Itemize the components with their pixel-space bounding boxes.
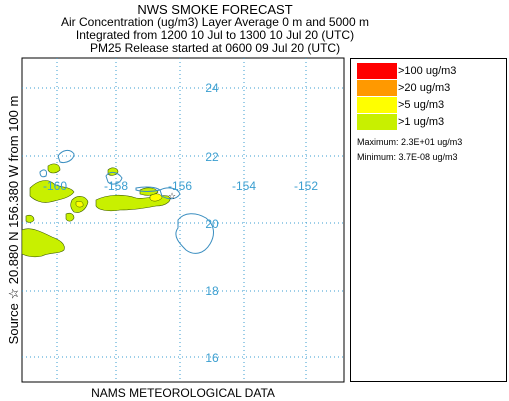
coast-oahu [105,171,123,185]
source-marker-star: ☆ [168,191,176,201]
smoke-area-oahu-south [65,212,75,222]
coast-big-island [175,213,214,254]
legend-row-100: >100 ug/m3 [357,63,456,79]
met-data-footer: NAMS METEOROLOGICAL DATA [91,386,275,400]
lat-label-24: 24 [205,81,219,95]
legend-label-100: >100 ug/m3 [398,65,457,77]
smoke-area-west-large [21,228,65,258]
map-title: NWS SMOKE FORECAST [137,2,293,17]
smoke-core-maui [149,193,163,202]
legend-swatch-100 [357,63,397,79]
smoke-area-north [107,167,119,176]
coast-kauai [57,149,75,163]
lat-label-18: 18 [205,284,219,298]
legend-label-1: >1 ug/m3 [398,116,445,128]
legend-swatch-5 [357,97,397,113]
legend-row-1: >1 ug/m3 [357,114,444,130]
legend-maximum: Maximum: 2.3E+01 ug/m3 [357,137,463,147]
lat-label-16: 16 [205,351,219,365]
smoke-core-oahu [75,200,84,208]
legend-row-5: >5 ug/m3 [357,97,444,113]
lon-label-158: -158 [104,179,128,193]
lat-label-20: 20 [205,217,219,231]
smoke-cores [75,193,163,208]
map-frame [21,57,345,383]
legend-swatch-1 [357,114,397,130]
concentration-legend: >100 ug/m3 >20 ug/m3 >5 ug/m3 >1 ug/m3 M… [350,58,507,382]
coast-niihau [39,169,47,178]
legend-minimum: Minimum: 3.7E-08 ug/m3 [357,152,458,162]
lat-label-22: 22 [205,150,219,164]
smoke-area-kauai [29,180,75,203]
smoke-plume [21,163,171,258]
map-subtitle-integration: Integrated from 1200 10 Jul to 1300 10 J… [75,28,355,42]
smoke-area-west-small [25,214,35,223]
legend-label-5: >5 ug/m3 [398,99,445,111]
lon-label-154: -154 [232,179,256,193]
source-location-label: Source ☆ 20.880 N 156.380 W from 100 m [6,95,21,345]
legend-label-20: >20 ug/m3 [398,82,451,94]
lat-lon-grid [22,58,344,382]
coast-maui [159,187,181,200]
coastlines [39,149,214,254]
map-subtitle-release: PM25 Release started at 0600 09 Jul 20 (… [89,41,341,55]
lon-label-152: -152 [294,179,318,193]
lon-label-156: -156 [168,179,192,193]
smoke-area-channel [47,163,61,174]
map-subtitle-concentration: Air Concentration (ug/m3) Layer Average … [61,15,369,29]
legend-swatch-20 [357,80,397,96]
legend-row-20: >20 ug/m3 [357,80,450,96]
lon-label-160: -160 [43,179,67,193]
